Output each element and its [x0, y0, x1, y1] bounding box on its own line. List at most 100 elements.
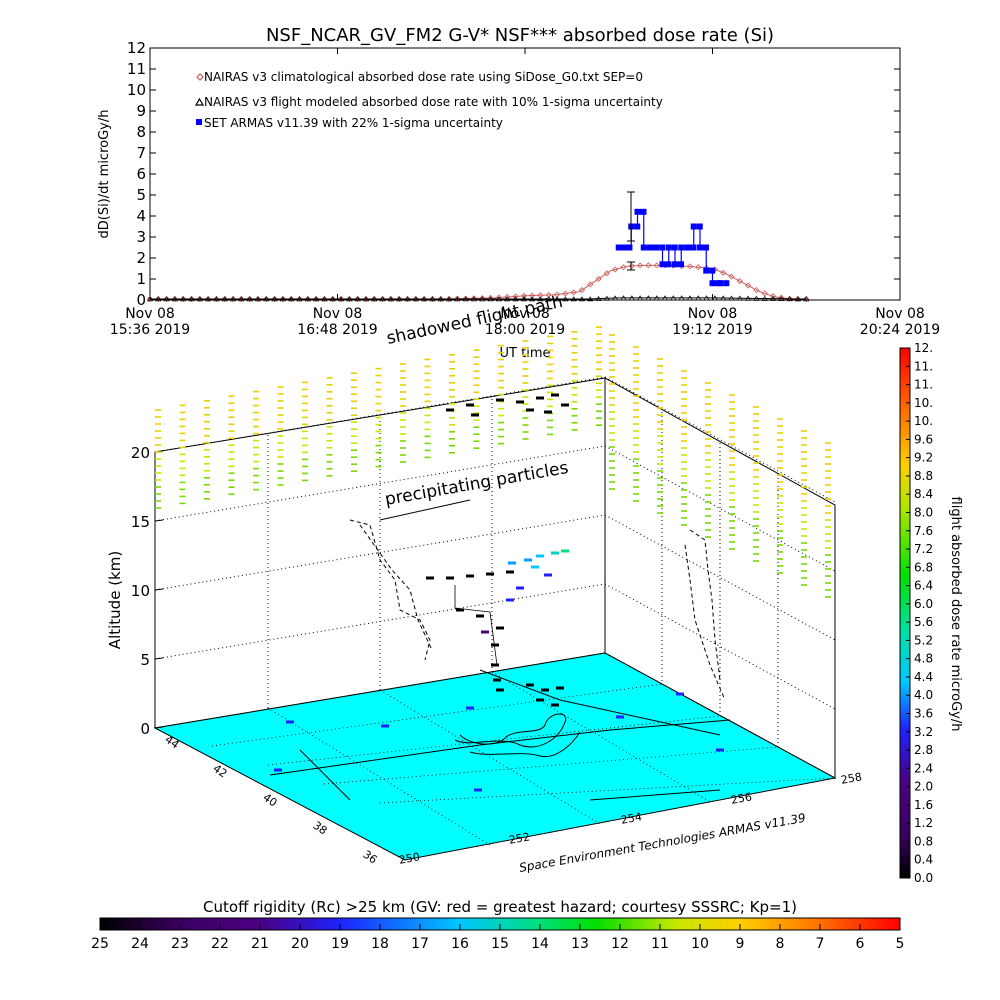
point-clim: [686, 263, 694, 270]
point-armas: [665, 261, 672, 268]
dose-tick-label: 5.6: [914, 615, 933, 629]
flight-track-point: [491, 643, 499, 647]
point-armas: [703, 244, 709, 251]
point-flight: [587, 296, 594, 302]
point-flight: [612, 295, 619, 301]
point-clim: [753, 286, 760, 294]
latitude-tick-label: 38: [311, 819, 330, 838]
y-tick-label: 4: [136, 207, 146, 225]
cutoff-rigidity-curtain: [155, 326, 831, 598]
legend-marker-clim: [196, 73, 204, 81]
rigidity-tick-label: 5: [896, 936, 905, 952]
point-armas: [647, 244, 653, 251]
altitude-tick: [154, 726, 164, 729]
ground-grid: [211, 671, 836, 846]
x-tick-time: 15:36 2019: [110, 322, 190, 338]
point-flight: [462, 296, 469, 302]
dose-tick-label: 11.: [914, 378, 933, 392]
point-flight: [296, 296, 303, 302]
rigidity-colorbar: Cutoff rigidity (Rc) >25 km (GV: red = g…: [91, 898, 904, 952]
dose-tick-label: 8.4: [914, 487, 933, 501]
point-armas: [634, 223, 641, 230]
point-armas: [717, 280, 724, 287]
point-flight: [628, 295, 635, 301]
dose-tick-label: 12.: [914, 341, 933, 355]
latitude-tick-label: 36: [361, 848, 380, 867]
point-clim: [587, 281, 594, 288]
point-clim: [479, 295, 486, 302]
dose-tick-label: 0.4: [914, 853, 933, 867]
ground-plane: [153, 652, 837, 861]
dose-colorbar: 0.0 0.4 0.8 1.2 1.6 2.0 2.4 2.8 3.2 3.6 4.0 4.4 4.8 5…: [899, 341, 963, 885]
longitude-axis: 250 252 254 256 258: [398, 770, 863, 866]
flight-track-point: [536, 698, 544, 702]
point-flight: [603, 295, 611, 301]
flight-track-point: [471, 413, 479, 417]
rigidity-tick-label: 23: [171, 936, 189, 952]
point-flight: [653, 295, 660, 301]
point-flight: [553, 296, 561, 302]
flight-track-point: [466, 403, 474, 407]
flight-track-point: [481, 630, 489, 634]
point-clim: [761, 290, 768, 297]
point-clim: [595, 275, 602, 282]
point-armas: [640, 208, 647, 215]
flight-track-point: [466, 706, 474, 710]
point-armas: [723, 280, 730, 287]
longitude-tick-label: 256: [730, 790, 753, 806]
rigidity-tick-label: 19: [331, 936, 349, 952]
point-flight: [412, 296, 419, 302]
flight-track-point: [446, 576, 454, 580]
dose-tick-label: 0.0: [914, 871, 933, 885]
longitude-tick-label: 254: [620, 810, 643, 826]
point-flight: [487, 296, 494, 302]
point-flight: [354, 296, 361, 302]
point-flight: [645, 295, 652, 301]
dose-tick-label: 1.6: [914, 798, 933, 812]
x-tick-time: 19:12 2019: [672, 322, 752, 338]
rigidity-tick-label: 6: [856, 936, 865, 952]
point-armas: [684, 244, 691, 251]
point-flight: [213, 296, 220, 302]
dose-colorbar-label: flight absorbed dose rate microGy/h: [948, 497, 963, 732]
y-tick-label: 5: [136, 186, 146, 204]
altitude-tick-label: 5: [140, 651, 150, 669]
point-flight: [769, 295, 777, 301]
point-flight: [786, 296, 793, 302]
altitude-tick-label: 10: [131, 582, 150, 600]
point-flight: [387, 296, 395, 302]
point-clim: [645, 262, 652, 269]
point-armas: [709, 280, 716, 287]
flight-track-point: [286, 720, 294, 724]
y-tick-label: 9: [136, 102, 146, 120]
dose-tick-label: 7.6: [914, 524, 933, 538]
flight-track: [274, 393, 724, 792]
dose-tick-label: 0.8: [914, 834, 933, 848]
flight-track-point: [516, 586, 524, 590]
flight-track-point: [716, 748, 724, 752]
flight-track-point: [544, 573, 552, 577]
point-flight: [703, 295, 710, 301]
timeseries-series: [146, 208, 810, 303]
rigidity-tick-label: 8: [776, 936, 785, 952]
longitude-tick-label: 258: [840, 770, 863, 786]
point-armas: [696, 223, 703, 230]
flight-track-point: [496, 626, 504, 630]
point-clim: [562, 290, 569, 297]
point-armas: [690, 223, 697, 230]
point-flight: [371, 296, 378, 302]
flight-track-point: [551, 551, 559, 555]
y-tick-label: 3: [136, 228, 146, 246]
point-flight: [520, 296, 527, 302]
flight-track-point: [456, 608, 464, 612]
dose-tick-label: 3.2: [914, 725, 933, 739]
altitude-tick: [154, 588, 164, 591]
rigidity-tick-label: 11: [651, 936, 669, 952]
point-flight: [238, 296, 245, 302]
rigidity-tick-label: 12: [611, 936, 629, 952]
point-armas: [672, 261, 678, 268]
point-armas: [703, 267, 710, 274]
rigidity-tick-label: 21: [251, 936, 269, 952]
